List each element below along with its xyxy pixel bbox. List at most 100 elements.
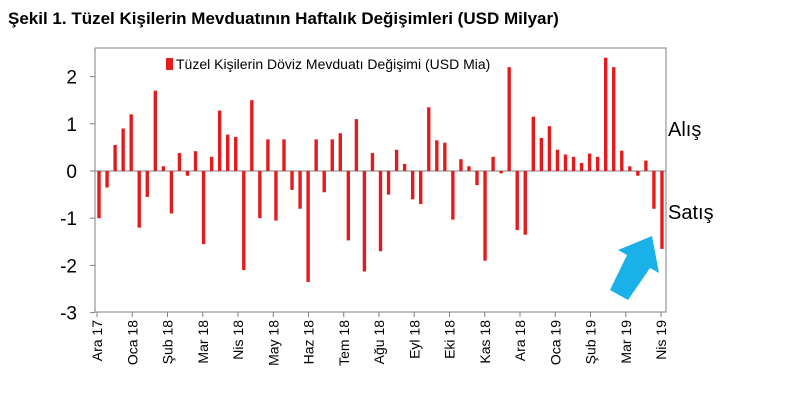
x-tick-label: Oca 19 (547, 320, 563, 365)
bar (410, 171, 415, 200)
bar (185, 171, 190, 176)
bar (499, 171, 503, 174)
x-tick-label: Haz 18 (301, 320, 317, 365)
bar (266, 139, 270, 171)
bar (571, 156, 576, 171)
bar (523, 171, 527, 235)
bar (394, 149, 399, 171)
bar (145, 171, 149, 197)
bar (274, 171, 278, 221)
bar (419, 171, 423, 205)
y-tick-label: -1 (60, 209, 77, 230)
bar (652, 171, 656, 209)
bar (354, 119, 359, 171)
bar (193, 151, 198, 171)
bar (603, 57, 608, 171)
bar (105, 171, 109, 188)
bar (234, 137, 238, 171)
bar (443, 142, 447, 171)
plot-frame (94, 47, 667, 313)
bar (435, 140, 439, 171)
bar (612, 67, 616, 171)
bar (563, 154, 568, 171)
x-tick-label: May 18 (265, 320, 281, 366)
y-tick-label: 1 (66, 115, 77, 136)
y-tick-label: 0 (66, 162, 77, 183)
bar (547, 126, 552, 171)
bar (298, 171, 302, 209)
bar (531, 116, 535, 171)
sell-annotation: Satış (668, 202, 714, 224)
bar (402, 163, 407, 171)
bar (386, 171, 391, 195)
bar (322, 171, 326, 193)
bar (346, 171, 351, 241)
x-tick-label: Oca 18 (124, 320, 140, 365)
bar (467, 166, 471, 171)
bar (209, 156, 214, 171)
y-tick-label: 2 (66, 68, 77, 89)
bar (314, 139, 318, 171)
bar (475, 171, 479, 186)
bar (97, 171, 101, 219)
bar (177, 153, 182, 171)
legend-label: Tüzel Kişilerin Döviz Mevduatı Değişimi … (176, 56, 490, 72)
x-tick-label: Ara 17 (89, 320, 105, 361)
bar (113, 145, 117, 171)
bar (338, 133, 342, 171)
x-tick-label: Nis 19 (653, 320, 669, 360)
bar (242, 171, 246, 271)
bar (507, 67, 511, 171)
y-tick-label: -3 (60, 304, 77, 325)
x-tick-label: Mar 19 (618, 320, 634, 364)
x-tick-label: Nis 18 (230, 320, 246, 360)
legend-swatch (166, 58, 173, 70)
x-tick-label: Şub 19 (583, 320, 599, 365)
bar (628, 166, 632, 171)
bar (555, 149, 560, 171)
bar (515, 171, 519, 230)
x-tick-label: Eyl 18 (406, 320, 422, 359)
buy-annotation: Alış (668, 119, 702, 141)
bar (620, 150, 624, 171)
bar (459, 159, 463, 171)
bar (153, 90, 158, 171)
x-tick-label: Tem 18 (336, 320, 352, 366)
bar (226, 134, 230, 171)
bar (539, 137, 544, 171)
bar (378, 171, 383, 252)
bar (595, 156, 600, 171)
bar (587, 153, 592, 171)
y-tick-label: -2 (60, 256, 77, 277)
bar (250, 100, 254, 171)
bar (121, 128, 125, 171)
bar (330, 139, 334, 171)
bar (491, 156, 495, 171)
x-tick-label: Mar 18 (195, 320, 211, 364)
x-tick-label: Kas 18 (477, 320, 493, 364)
bar (217, 110, 222, 171)
bar (161, 166, 166, 171)
bar (290, 171, 294, 190)
x-tick-label: Eki 18 (442, 320, 458, 359)
bar (636, 171, 640, 176)
x-tick-label: Ara 18 (512, 320, 528, 361)
bar (370, 153, 375, 171)
bar (137, 171, 141, 228)
bar (282, 139, 286, 171)
bar (201, 171, 206, 245)
bar (483, 171, 487, 261)
bar (169, 171, 174, 214)
bar (306, 171, 310, 282)
bar (129, 114, 133, 171)
x-tick-label: Şub 18 (160, 320, 176, 365)
bar (579, 162, 584, 171)
bar (660, 171, 664, 249)
bar (427, 107, 431, 171)
arrow-icon (610, 236, 659, 300)
bar (362, 171, 367, 272)
x-tick-label: Ağu 18 (371, 320, 387, 365)
bar (258, 171, 262, 219)
bar (644, 160, 648, 171)
